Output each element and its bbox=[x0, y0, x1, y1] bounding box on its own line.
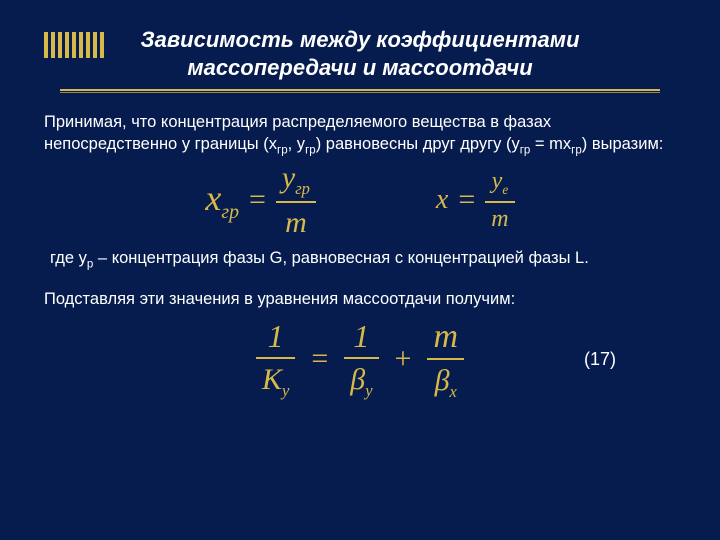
paragraph-1: Принимая, что концентрация распределяемо… bbox=[44, 111, 676, 159]
title-line-1: Зависимость между коэффициентами bbox=[140, 27, 579, 52]
title-underline-thin bbox=[60, 92, 660, 93]
equation-2: x = ye m bbox=[436, 168, 515, 232]
slide-title: Зависимость между коэффициентами массопе… bbox=[0, 0, 720, 93]
where-clause: где yp – концентрация фазы G, равновесна… bbox=[50, 249, 670, 270]
equation-17: 1 Ky = 1 βy + m βx bbox=[256, 319, 464, 400]
paragraph-2: Подставляя эти значения в уравнения масс… bbox=[44, 290, 676, 309]
title-underline bbox=[60, 89, 660, 91]
equation-row-1: xгр = yгр m x = ye m bbox=[44, 165, 676, 235]
decor-top-lines bbox=[44, 32, 104, 58]
slide-content: Принимая, что концентрация распределяемо… bbox=[0, 93, 720, 399]
equation-1: xгр = yгр m bbox=[205, 161, 316, 239]
equation-number: (17) bbox=[584, 349, 616, 370]
equation-17-wrap: 1 Ky = 1 βy + m βx (17) bbox=[44, 319, 676, 399]
title-line-2: массопередачи и массоотдачи bbox=[187, 55, 532, 80]
